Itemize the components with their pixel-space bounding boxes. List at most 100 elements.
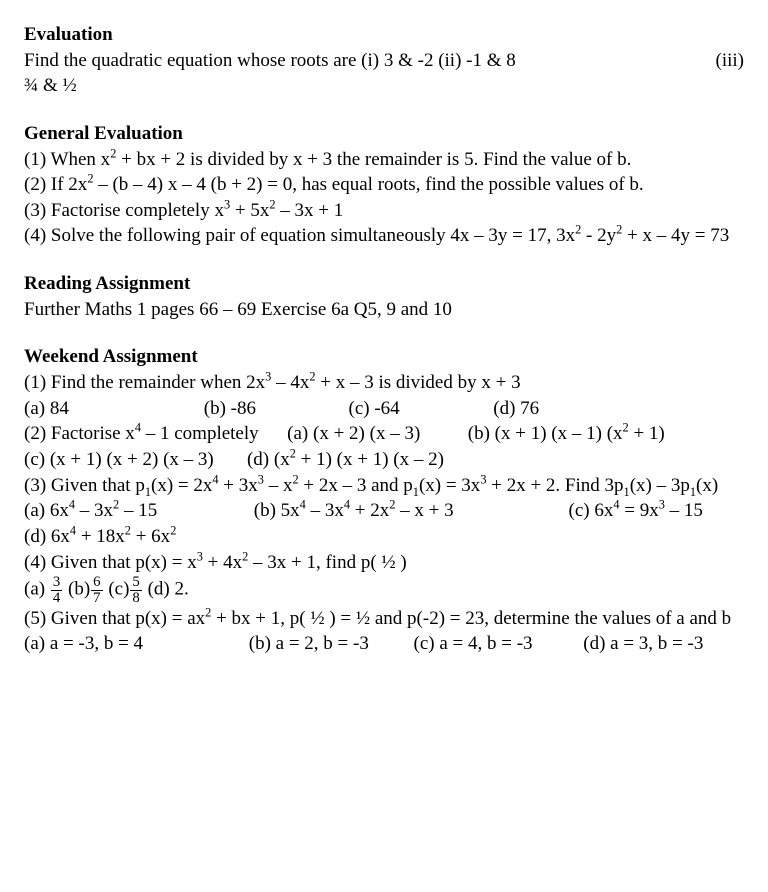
weekend-q4: (4) Given that p(x) = x3 + 4x2 – 3x + 1,… [24,550,744,576]
text: (3) Factorise completely x [24,200,224,221]
option-c: (c) -64 [349,396,489,422]
heading-general: General Evaluation [24,121,744,147]
text: – x + 3 [395,500,453,521]
option-a: (a) [24,579,50,600]
text: (d) 6x [24,526,70,547]
text: (2) Factorise x [24,423,135,444]
general-q4: (4) Solve the following pair of equation… [24,223,744,249]
text: (a) 6x [24,500,69,521]
text: – 3x [75,500,113,521]
weekend-q5: (5) Given that p(x) = ax2 + bx + 1, p( ½… [24,606,744,632]
option-b: (b) (x + 1) (x – 1) (x [468,423,623,444]
text: + 4x [203,552,242,573]
option-d: (d) 76 [493,396,539,422]
option-c: (c) (x + 1) (x + 2) (x – 3) [24,449,214,470]
text: (5) Given that p(x) = ax [24,608,205,629]
text: – 15 [665,500,703,521]
option-d: (d) 2. [148,579,189,600]
weekend-q2: (2) Factorise x4 – 1 completely (a) (x +… [24,421,744,447]
fraction: 67 [91,575,102,606]
section-general: General Evaluation (1) When x2 + bx + 2 … [24,121,744,249]
weekend-q2-row2: (c) (x + 1) (x + 2) (x – 3) (d) (x2 + 1)… [24,447,744,473]
reading-body: Further Maths 1 pages 66 – 69 Exercise 6… [24,297,744,323]
text: – 1 completely [141,423,259,444]
section-evaluation: Evaluation Find the quadratic equation w… [24,22,744,99]
weekend-q1-options: (a) 84 (b) -86 (c) -64 (d) 76 [24,396,744,422]
option-c: (c) a = 4, b = -3 [414,631,579,657]
text: (3) Given that p [24,475,145,496]
text: (x) [696,475,718,496]
weekend-q3: (3) Given that p1(x) = 2x4 + 3x3 – x2 + … [24,473,744,499]
option-d: (d) 6x4 + 18x2 + 6x2 [24,526,176,547]
text: (4) Given that p(x) = x [24,552,197,573]
text: (4) Solve the following pair of equation… [24,225,575,246]
text: (x) = 2x [151,475,212,496]
text: = 9x [620,500,659,521]
text: – 4x [271,372,309,393]
text: Find the quadratic equation whose roots … [24,50,516,71]
text: (1) Find the remainder when 2x [24,372,265,393]
option-a: (a) a = -3, b = 4 [24,631,244,657]
den: 8 [130,591,141,606]
evaluation-prompt: Find the quadratic equation whose roots … [24,48,744,99]
text: ¾ & ½ [24,75,77,96]
weekend-q3-row1: (a) 6x4 – 3x2 – 15 (b) 5x4 – 3x4 + 2x2 –… [24,498,744,524]
text: + 1) (x + 1) (x – 2) [296,449,444,470]
exp: 2 [170,524,176,538]
option-b: (b) a = 2, b = -3 [249,631,409,657]
text: + 5x [230,200,269,221]
heading-weekend: Weekend Assignment [24,344,744,370]
option-b: (b) [68,579,90,600]
text: + x – 4y = 73 [622,225,729,246]
text: (1) When x [24,149,110,170]
text: + bx + 2 is divided by x + 3 the remaind… [116,149,631,170]
option-d: (d) a = 3, b = -3 [583,631,703,657]
weekend-q1: (1) Find the remainder when 2x3 – 4x2 + … [24,370,744,396]
den: 4 [51,591,62,606]
den: 7 [91,591,102,606]
text: + 18x [76,526,125,547]
weekend-q4-options: (a) 34 (b)67 (c)58 (d) 2. [24,575,744,606]
option-c: (c) [108,579,129,600]
general-q2: (2) If 2x2 – (b – 4) x – 4 (b + 2) = 0, … [24,172,744,198]
fraction: 34 [51,575,62,606]
text: (iii) [716,48,745,74]
general-q3: (3) Factorise completely x3 + 5x2 – 3x +… [24,198,744,224]
option-a: (a) 84 [24,396,199,422]
text: – 15 [119,500,157,521]
text: + 3x [219,475,258,496]
option-b: (b) -86 [204,396,344,422]
text: – 3x [306,500,344,521]
text: (x) – 3p [630,475,690,496]
text: + 2x – 3 and p [299,475,413,496]
text: – 3x + 1 [276,200,344,221]
text: (b) 5x [254,500,300,521]
text: + 2x [350,500,389,521]
text: – (b – 4) x – 4 (b + 2) = 0, has equal r… [93,174,643,195]
fraction: 58 [130,575,141,606]
text: + bx + 1, p( ½ ) = ½ and p(-2) = 23, det… [211,608,731,629]
option-b: (b) 5x4 – 3x4 + 2x2 – x + 3 [254,498,564,524]
text: (x) = 3x [419,475,480,496]
weekend-q5-options: (a) a = -3, b = 4 (b) a = 2, b = -3 (c) … [24,631,744,657]
text: - 2y [581,225,616,246]
section-reading: Reading Assignment Further Maths 1 pages… [24,271,744,322]
text: + x – 3 is divided by x + 3 [315,372,520,393]
text: (2) If 2x [24,174,87,195]
num: 6 [91,575,102,591]
text: – x [264,475,293,496]
text: + 6x [131,526,170,547]
num: 3 [51,575,62,591]
heading-reading: Reading Assignment [24,271,744,297]
option-d: (d) (x [247,449,290,470]
num: 5 [130,575,141,591]
text: (c) 6x [569,500,614,521]
option-a: (a) 6x4 – 3x2 – 15 [24,498,249,524]
text: + 1) [629,423,665,444]
text: + 2x + 2. Find 3p [486,475,623,496]
option-a: (a) (x + 2) (x – 3) [287,423,420,444]
heading-evaluation: Evaluation [24,22,744,48]
option-c: (c) 6x4 = 9x3 – 15 [569,498,703,524]
text: – 3x + 1, find p( ½ ) [248,552,406,573]
section-weekend: Weekend Assignment (1) Find the remainde… [24,344,744,657]
